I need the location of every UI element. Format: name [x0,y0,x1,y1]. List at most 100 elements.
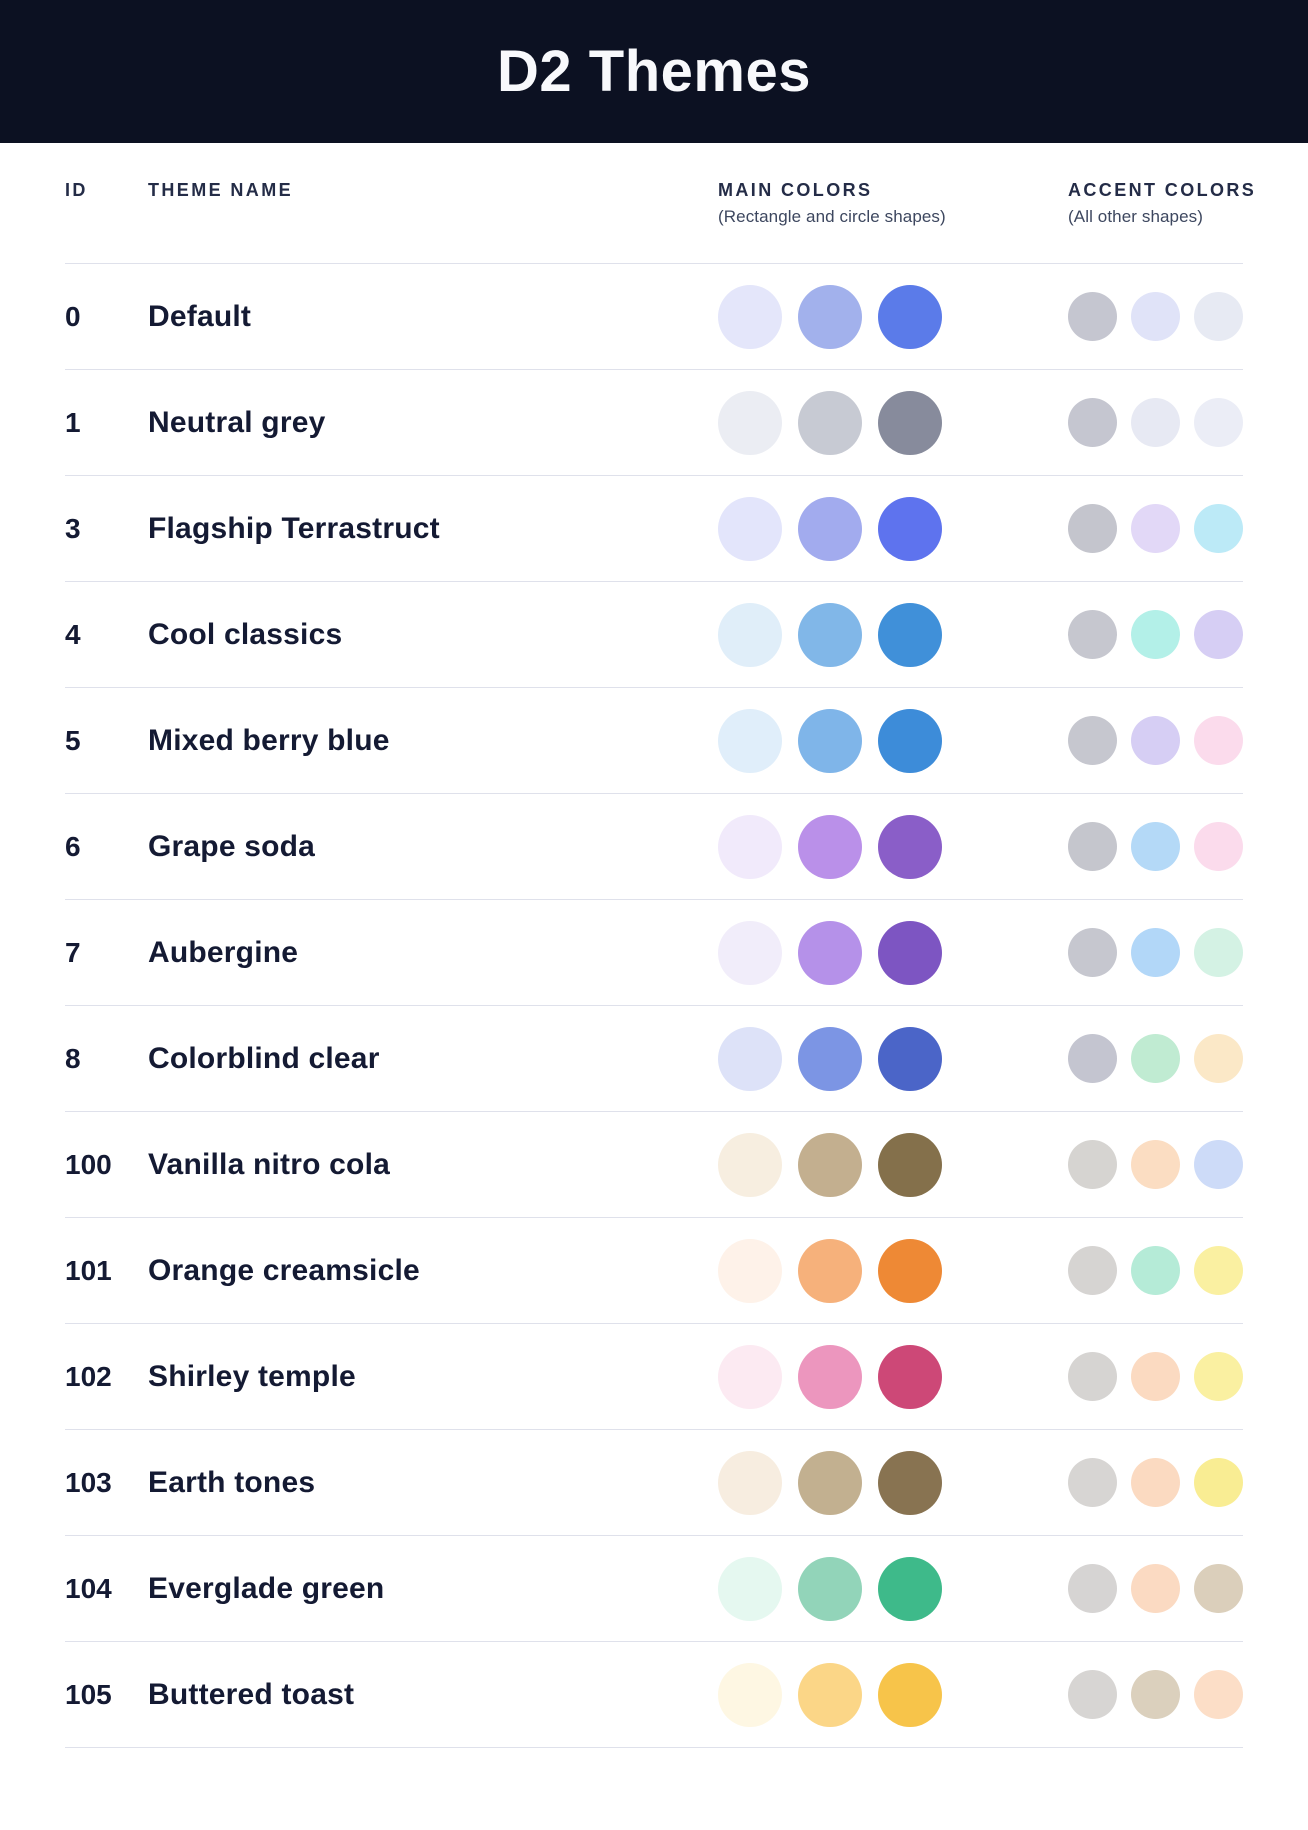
theme-row: 101 Orange creamsicle [65,1218,1243,1324]
accent-swatches [1068,292,1243,341]
accent-color-swatch [1068,504,1117,553]
main-color-swatch [798,1344,862,1409]
accent-swatches [1068,504,1243,553]
accent-color-swatch [1068,398,1117,447]
theme-row: 104 Everglade green [65,1536,1243,1642]
bottom-spacer [65,1748,1243,1830]
main-swatches [718,920,942,985]
column-header-accent-colors: ACCENT COLORS (All other shapes) [1068,180,1257,227]
column-header-id-label: ID [65,180,88,200]
column-header-accent-colors-label: ACCENT COLORS [1068,180,1257,200]
column-header-main-colors-note: (Rectangle and circle shapes) [718,207,946,226]
main-color-swatch [878,1556,942,1621]
main-color-swatch [878,496,942,561]
accent-color-swatch [1131,610,1180,659]
theme-row: 102 Shirley temple [65,1324,1243,1430]
accent-swatches [1068,1564,1243,1613]
accent-color-swatch [1068,716,1117,765]
theme-row: 105 Buttered toast [65,1642,1243,1748]
row-name: Everglade green [148,1571,385,1605]
main-color-swatch [878,602,942,667]
main-color-swatch [798,920,862,985]
main-color-swatch [718,496,782,561]
accent-swatches [1068,1352,1243,1401]
accent-color-swatch [1131,1034,1180,1083]
main-color-swatch [718,920,782,985]
main-color-swatch [718,390,782,455]
accent-color-swatch [1068,928,1117,977]
row-id: 5 [65,724,81,756]
accent-swatches [1068,822,1243,871]
row-id: 104 [65,1572,112,1604]
accent-color-swatch [1068,1670,1117,1719]
row-id: 3 [65,512,81,544]
accent-color-swatch [1194,822,1243,871]
accent-swatches [1068,398,1243,447]
row-name: Earth tones [148,1465,316,1499]
main-color-swatch [798,708,862,773]
row-id: 8 [65,1042,81,1074]
accent-color-swatch [1131,1140,1180,1189]
accent-color-swatch [1068,292,1117,341]
accent-color-swatch [1068,1458,1117,1507]
page-title: D2 Themes [497,39,811,104]
row-name: Vanilla nitro cola [148,1147,391,1181]
main-swatches [718,1026,942,1091]
table-header-row: ID THEME NAME MAIN COLORS (Rectangle and… [65,143,1257,264]
row-name: Buttered toast [148,1677,355,1711]
row-name: Aubergine [148,935,299,969]
row-name: Orange creamsicle [148,1253,420,1287]
main-color-swatch [878,1238,942,1303]
accent-color-swatch [1194,1140,1243,1189]
main-color-swatch [798,1132,862,1197]
column-header-main-colors-label: MAIN COLORS [718,180,873,200]
accent-color-swatch [1068,822,1117,871]
row-id: 100 [65,1148,112,1180]
main-color-swatch [878,390,942,455]
main-color-swatch [798,496,862,561]
accent-color-swatch [1131,716,1180,765]
row-id: 103 [65,1466,112,1498]
main-color-swatch [718,1344,782,1409]
main-color-swatch [798,284,862,349]
theme-row: 103 Earth tones [65,1430,1243,1536]
accent-swatches [1068,716,1243,765]
column-header-accent-colors-note: (All other shapes) [1068,207,1204,226]
accent-swatches [1068,1034,1243,1083]
theme-row: 4 Cool classics [65,582,1243,688]
row-name: Neutral grey [148,405,326,439]
main-color-swatch [718,1450,782,1515]
row-name: Shirley temple [148,1359,356,1393]
accent-color-swatch [1068,1034,1117,1083]
accent-color-swatch [1131,398,1180,447]
main-swatches [718,1662,942,1727]
theme-row: 6 Grape soda [65,794,1243,900]
accent-color-swatch [1068,1352,1117,1401]
main-color-swatch [878,1344,942,1409]
main-color-swatch [798,1662,862,1727]
accent-color-swatch [1068,610,1117,659]
accent-swatches [1068,610,1243,659]
row-name: Grape soda [148,829,316,863]
main-color-swatch [798,1026,862,1091]
main-swatches [718,1450,942,1515]
theme-row: 1 Neutral grey [65,370,1243,476]
accent-color-swatch [1131,1564,1180,1613]
accent-swatches [1068,928,1243,977]
main-color-swatch [878,1662,942,1727]
main-color-swatch [878,814,942,879]
accent-color-swatch [1194,292,1243,341]
main-color-swatch [718,284,782,349]
row-name: Colorblind clear [148,1041,380,1075]
main-color-swatch [718,1662,782,1727]
row-id: 4 [65,618,81,650]
main-color-swatch [718,1556,782,1621]
row-name: Mixed berry blue [148,723,390,757]
accent-color-swatch [1194,1246,1243,1295]
accent-color-swatch [1194,1034,1243,1083]
accent-color-swatch [1194,1352,1243,1401]
accent-color-swatch [1194,1564,1243,1613]
accent-color-swatch [1068,1140,1117,1189]
accent-color-swatch [1131,504,1180,553]
main-color-swatch [878,1026,942,1091]
